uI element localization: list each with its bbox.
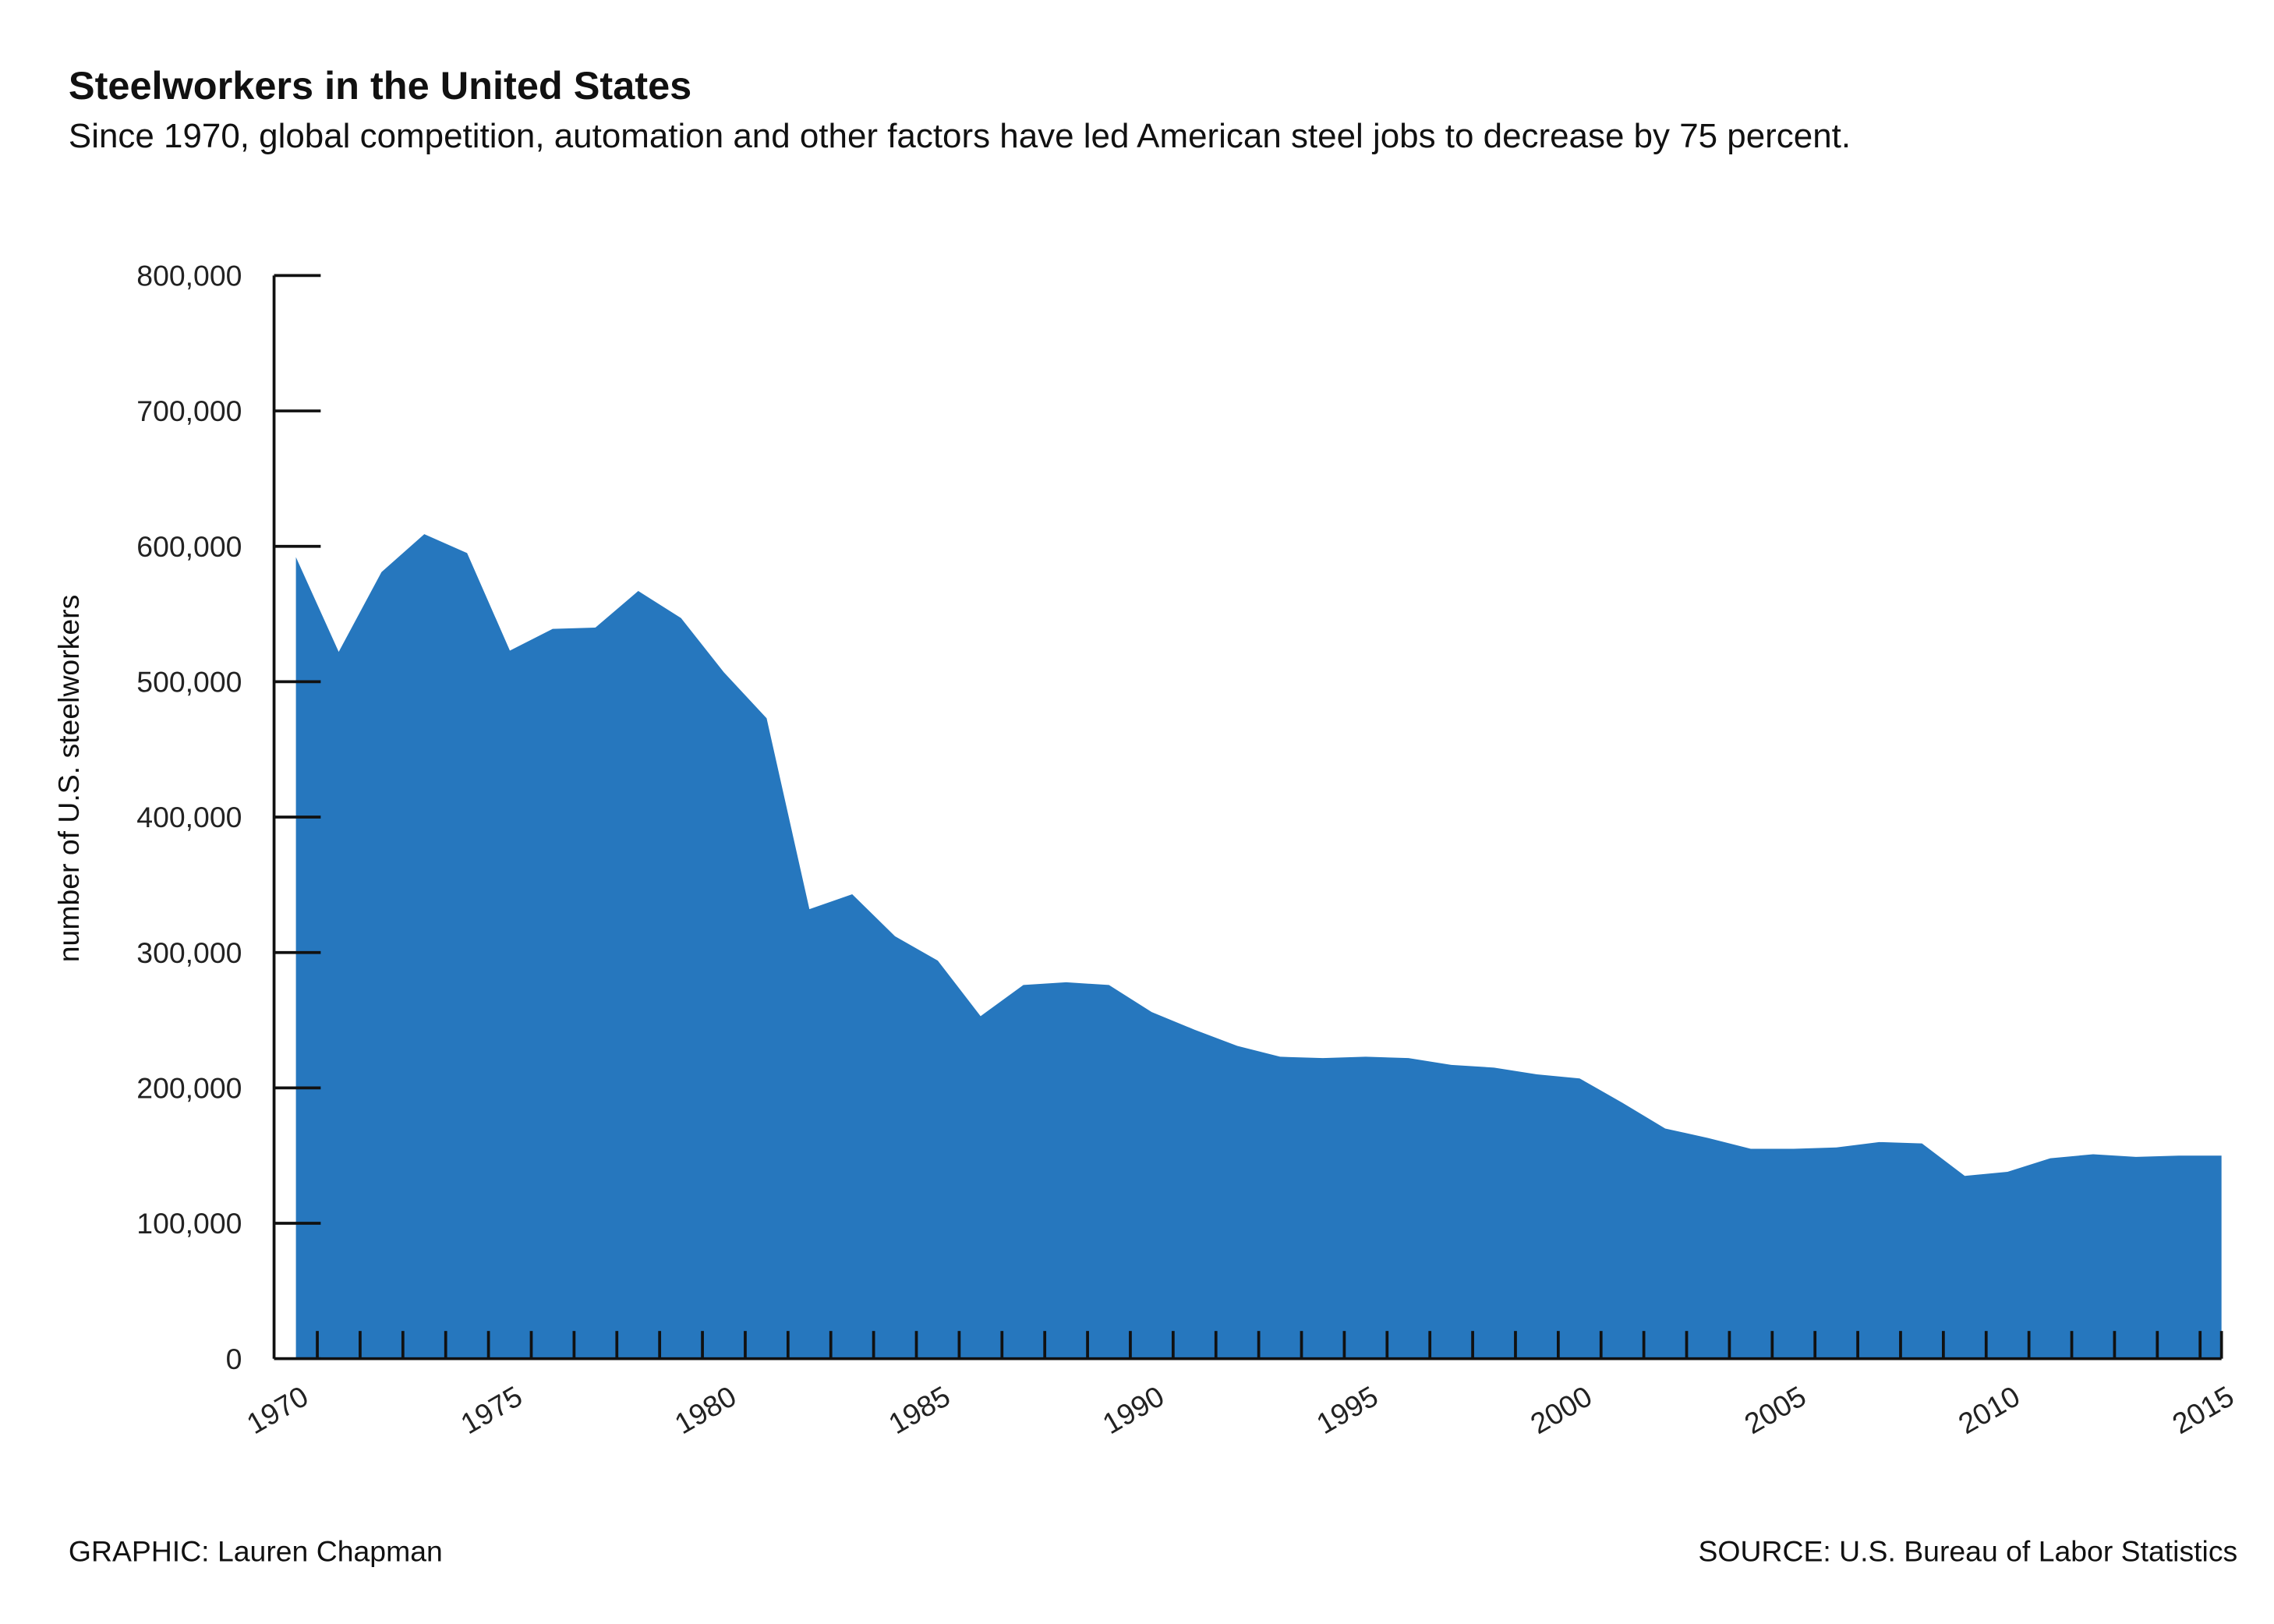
y-axis-label: number of U.S. steelworkers bbox=[52, 595, 85, 963]
y-tick-label: 400,000 bbox=[136, 801, 242, 833]
chart-title: Steelworkers in the United States bbox=[69, 63, 691, 108]
x-tick-label: 1970 bbox=[241, 1379, 313, 1440]
x-tick-label: 2015 bbox=[2166, 1379, 2239, 1440]
x-tick-label: 1990 bbox=[1097, 1379, 1169, 1440]
x-tick-label: 1985 bbox=[883, 1379, 956, 1440]
x-tick-label: 2000 bbox=[1525, 1379, 1597, 1440]
y-tick-label: 500,000 bbox=[136, 665, 242, 698]
y-tick-label: 0 bbox=[226, 1343, 242, 1375]
x-tick-label: 1975 bbox=[455, 1379, 528, 1440]
credit: GRAPHIC: Lauren Chapman bbox=[69, 1535, 443, 1568]
y-tick-label: 700,000 bbox=[136, 395, 242, 427]
source: SOURCE: U.S. Bureau of Labor Statistics bbox=[1699, 1535, 2238, 1568]
y-tick-label: 200,000 bbox=[136, 1071, 242, 1104]
plot-area: 0 100,000 200,000 300,000 400,000 500,000 600,… bbox=[136, 259, 2239, 1440]
y-tick-label: 600,000 bbox=[136, 530, 242, 563]
y-tick-label: 100,000 bbox=[136, 1207, 242, 1240]
area bbox=[295, 534, 2222, 1359]
x-tick-label: 2010 bbox=[1953, 1379, 2025, 1440]
x-tick-label: 1995 bbox=[1311, 1379, 1384, 1440]
x-tick-label: 2005 bbox=[1738, 1379, 1811, 1440]
y-tick-label: 300,000 bbox=[136, 936, 242, 969]
y-tick-label: 800,000 bbox=[136, 259, 242, 292]
chart-subtitle: Since 1970, global competition, automati… bbox=[69, 117, 1851, 155]
x-tick-label: 1980 bbox=[669, 1379, 741, 1440]
